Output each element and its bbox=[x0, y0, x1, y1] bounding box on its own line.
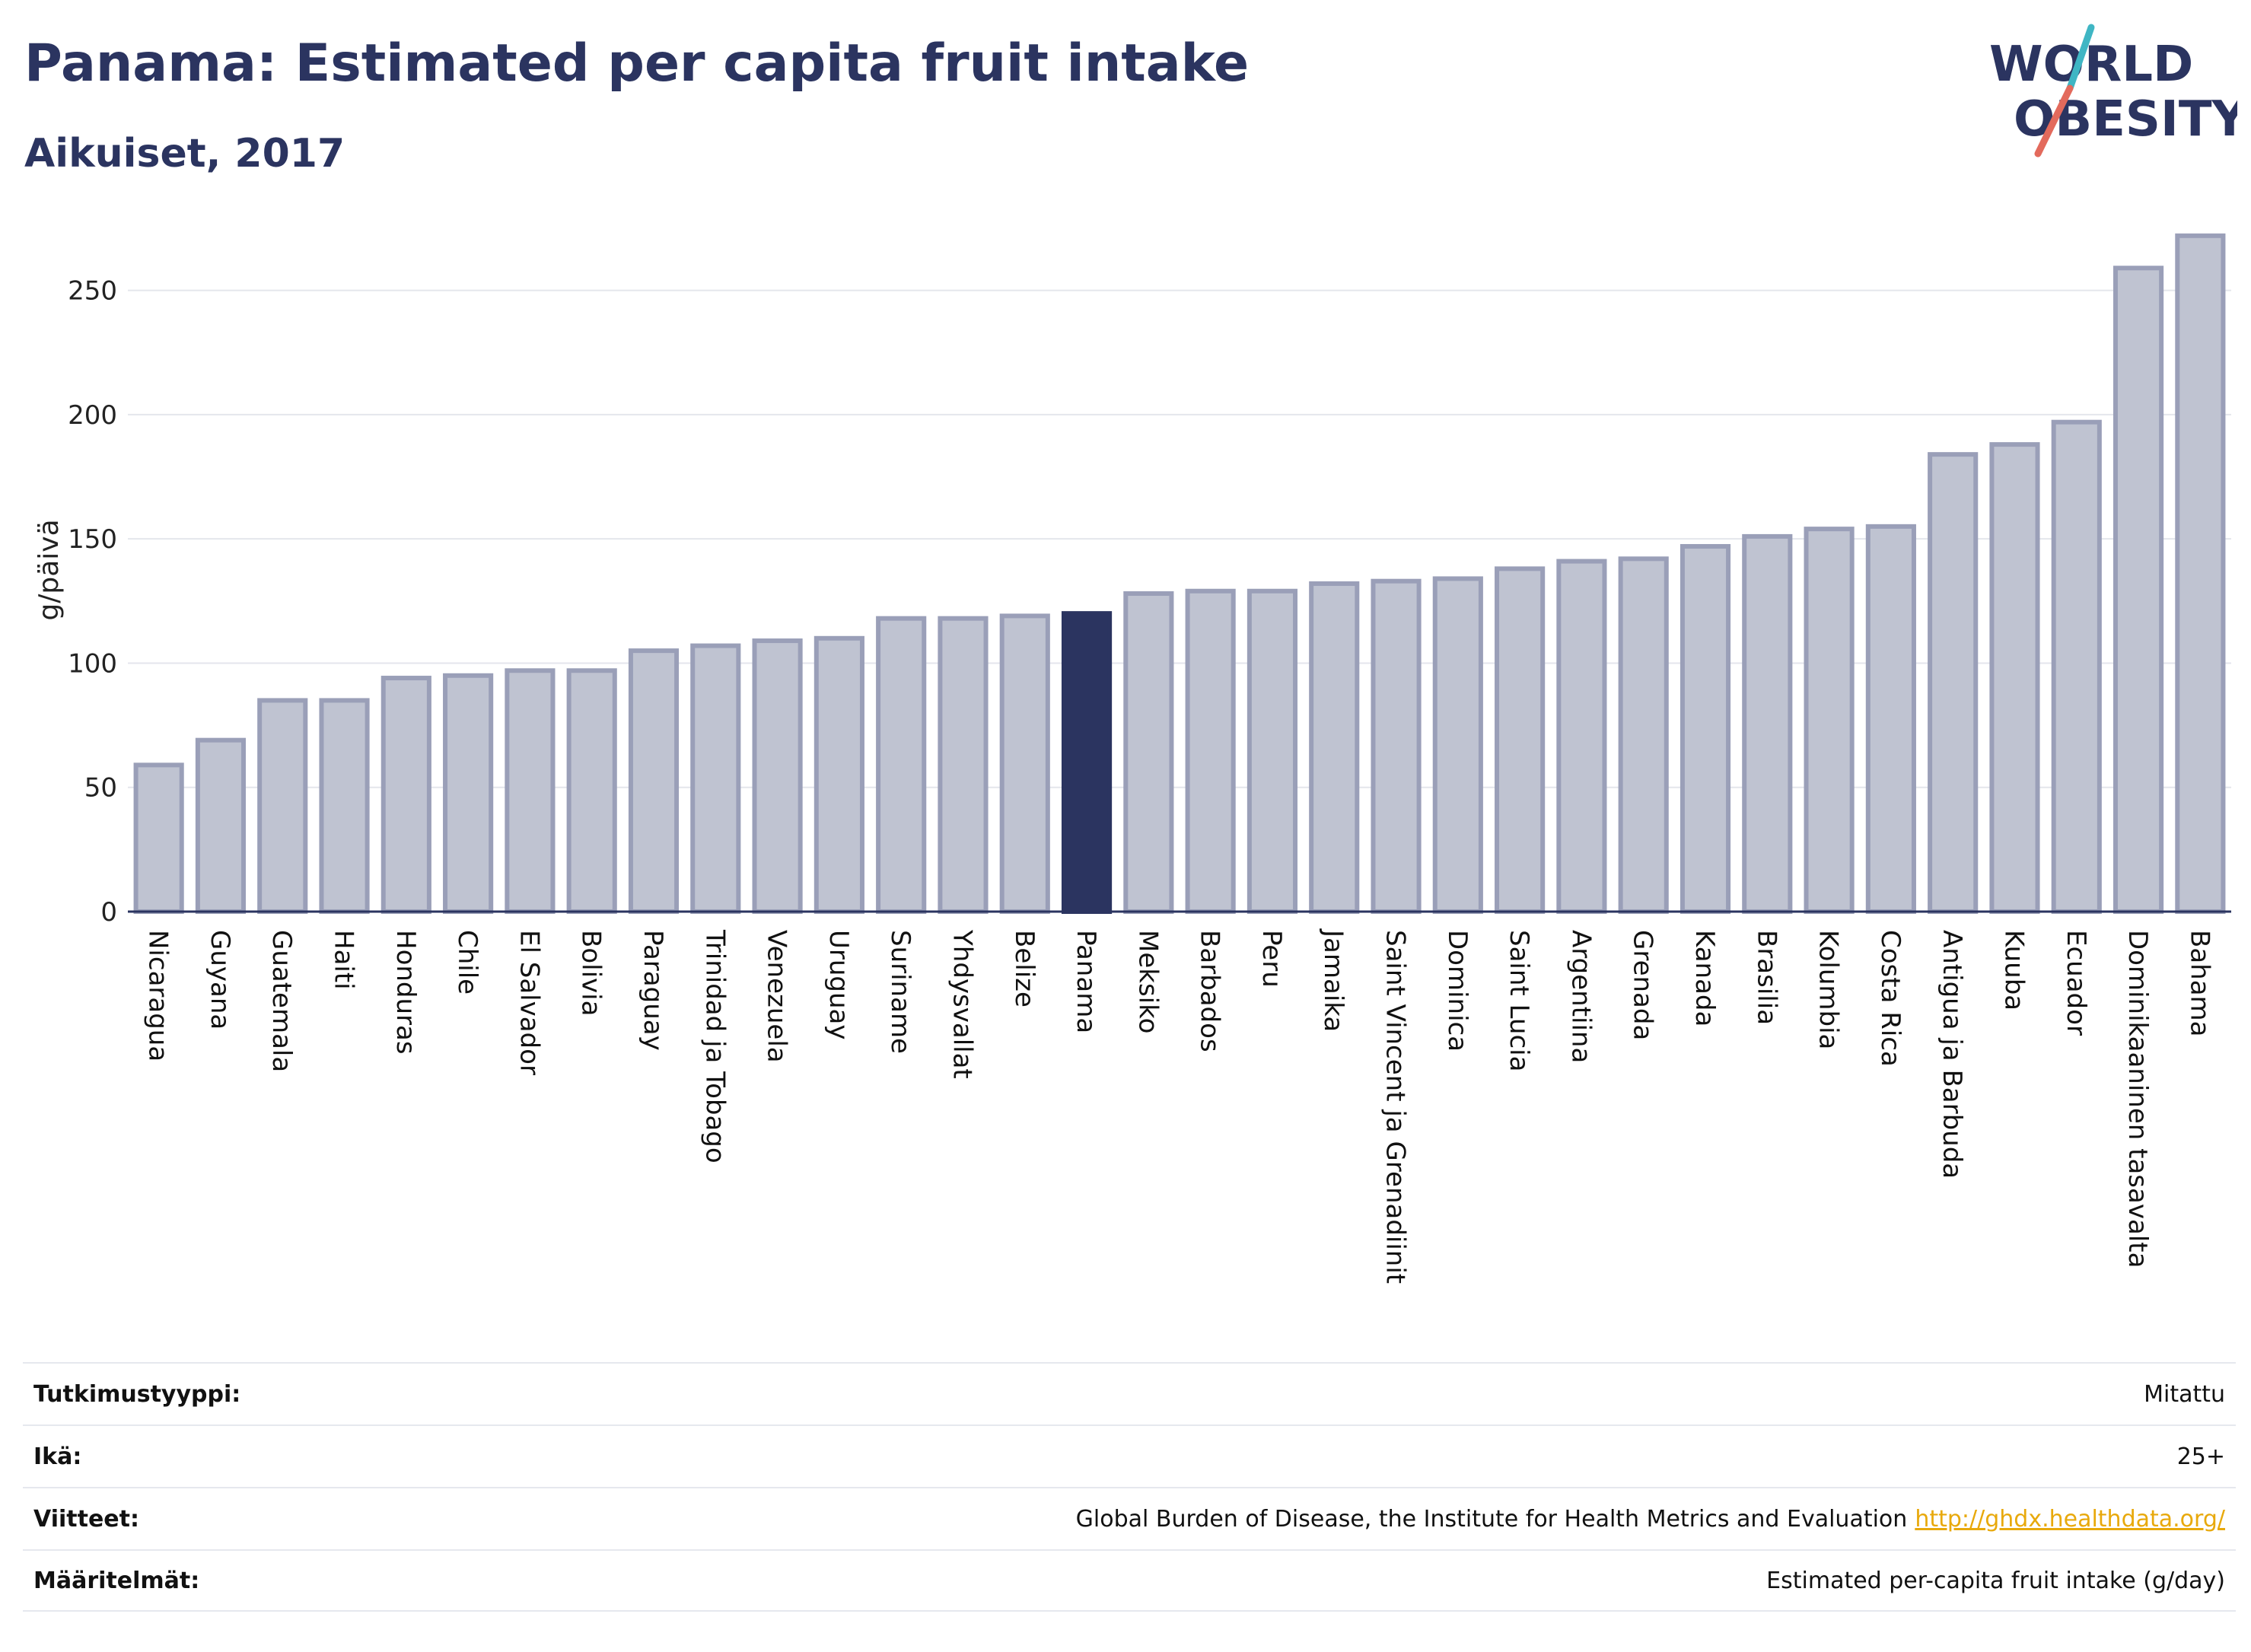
x-tick-label: Antigua ja Barbuda bbox=[1937, 930, 1967, 1179]
meta-row-references: Viitteet: Global Burden of Disease, the … bbox=[23, 1487, 2236, 1549]
reference-link[interactable]: http://ghdx.healthdata.org/ bbox=[1915, 1505, 2225, 1533]
x-tick-label: Kanada bbox=[1689, 930, 1720, 1027]
x-tick-label: Meksiko bbox=[1132, 930, 1163, 1033]
x-tick-label: Belize bbox=[1009, 930, 1040, 1007]
x-tick-label: Brasilia bbox=[1751, 930, 1781, 1025]
bar bbox=[999, 613, 1050, 914]
bar bbox=[1495, 566, 1546, 914]
meta-label: Ikä: bbox=[33, 1443, 82, 1470]
world-obesity-logo: WORLD OBESITY bbox=[1989, 24, 2237, 158]
bar bbox=[1928, 452, 1979, 914]
bar bbox=[2051, 419, 2102, 914]
x-tick-label: Grenada bbox=[1628, 930, 1658, 1040]
bar bbox=[2175, 233, 2226, 914]
bar bbox=[319, 698, 370, 914]
x-tick-label: Trinidad ja Tobago bbox=[699, 929, 730, 1163]
bar bbox=[876, 616, 927, 915]
x-tick-label: Venezuela bbox=[762, 930, 792, 1063]
bar bbox=[380, 676, 431, 915]
bar bbox=[1742, 533, 1793, 915]
meta-row-age: Ikä: 25+ bbox=[23, 1424, 2236, 1487]
x-tick-label: Bahama bbox=[2184, 930, 2214, 1037]
meta-value: Estimated per-capita fruit intake (g/day… bbox=[1766, 1567, 2225, 1594]
y-tick-label: 250 bbox=[68, 276, 117, 307]
x-tick-label: Uruguay bbox=[823, 930, 854, 1040]
page-subtitle: Aikuiset, 2017 bbox=[24, 131, 345, 177]
logo-slash-bottom bbox=[2034, 84, 2074, 158]
bar bbox=[1432, 576, 1483, 914]
bar bbox=[1804, 527, 1855, 914]
x-tick-label: Peru bbox=[1256, 930, 1287, 988]
bar bbox=[2113, 266, 2164, 915]
meta-label: Viitteet: bbox=[33, 1505, 139, 1533]
x-tick-label: Bolivia bbox=[576, 930, 607, 1016]
y-tick-label: 100 bbox=[68, 648, 117, 679]
y-tick-label: 50 bbox=[84, 773, 117, 804]
bar-chart: 0 50 100 150 200 250 g/päivä Nicaragua Guyana Gua… bbox=[33, 233, 2231, 1284]
y-tick-label: 150 bbox=[68, 524, 117, 555]
bar bbox=[1989, 442, 2040, 914]
bar bbox=[133, 762, 184, 915]
x-tick-label: Honduras bbox=[390, 930, 421, 1055]
bar bbox=[813, 635, 864, 914]
bar bbox=[1185, 588, 1236, 914]
logo-text-world: WORLD bbox=[1989, 37, 2193, 93]
bar bbox=[1246, 588, 1298, 914]
x-tick-label: El Salvador bbox=[514, 930, 544, 1075]
bar bbox=[257, 698, 308, 914]
logo-slash-top bbox=[2066, 24, 2095, 92]
x-tick-label: Saint Lucia bbox=[1504, 930, 1534, 1071]
bar bbox=[1371, 578, 1422, 914]
bar bbox=[1309, 581, 1360, 915]
x-tick-label: Yhdysvallat bbox=[947, 929, 977, 1079]
bar bbox=[1618, 556, 1669, 915]
bar bbox=[566, 668, 617, 914]
bar bbox=[938, 616, 989, 915]
x-tick-label: Argentiina bbox=[1565, 930, 1596, 1063]
x-tick-label: Kolumbia bbox=[1813, 930, 1844, 1049]
x-tick-label: Barbados bbox=[1195, 930, 1225, 1052]
meta-label: Määritelmät: bbox=[33, 1567, 200, 1594]
meta-value: Mitattu bbox=[2144, 1380, 2225, 1408]
bar bbox=[505, 668, 556, 914]
x-tick-label: Saint Vincent ja Grenadiinit bbox=[1380, 930, 1411, 1284]
x-tick-label: Paraguay bbox=[638, 930, 668, 1051]
meta-row-definitions: Määritelmät: Estimated per-capita fruit … bbox=[23, 1549, 2236, 1612]
x-tick-label: Chile bbox=[452, 930, 482, 995]
meta-value-wrap: Global Burden of Disease, the Institute … bbox=[1076, 1506, 2225, 1533]
meta-value: Global Burden of Disease, the Institute … bbox=[1075, 1505, 1908, 1533]
page-title: Panama: Estimated per capita fruit intak… bbox=[24, 33, 1250, 94]
metadata-table: Tutkimustyyppi: Mitattu Ikä: 25+ Viittee… bbox=[23, 1362, 2236, 1612]
x-tick-label: Ecuador bbox=[2061, 930, 2091, 1036]
x-tick-label: Haiti bbox=[329, 930, 359, 990]
meta-row-study-type: Tutkimustyyppi: Mitattu bbox=[23, 1362, 2236, 1424]
bar bbox=[443, 673, 494, 914]
bar bbox=[628, 648, 680, 914]
bar bbox=[1679, 543, 1731, 915]
bar bbox=[1061, 611, 1113, 914]
y-tick-label: 200 bbox=[68, 400, 117, 431]
meta-label: Tutkimustyyppi: bbox=[33, 1380, 241, 1408]
x-tick-label: Dominica bbox=[1442, 930, 1473, 1052]
x-tick-label: Kuuba bbox=[1998, 930, 2029, 1011]
bar bbox=[195, 737, 247, 915]
bar bbox=[1123, 591, 1174, 914]
x-tick-label: Panama bbox=[1071, 930, 1101, 1033]
x-tick-label: Costa Rica bbox=[1875, 930, 1906, 1067]
y-axis-label: g/päivä bbox=[33, 519, 65, 620]
bar bbox=[752, 638, 803, 914]
x-tick-label: Guatemala bbox=[266, 930, 297, 1072]
x-tick-label: Jamaika bbox=[1318, 928, 1348, 1032]
x-tick-label: Suriname bbox=[885, 930, 915, 1054]
bar bbox=[1556, 559, 1607, 914]
x-tick-label: Guyana bbox=[205, 930, 235, 1030]
meta-value: 25+ bbox=[2176, 1443, 2225, 1470]
x-tick-label: Dominikaaninen tasavalta bbox=[2122, 930, 2153, 1268]
bar bbox=[1865, 524, 1916, 914]
x-tick-label: Nicaragua bbox=[143, 930, 174, 1062]
bar bbox=[690, 643, 741, 914]
y-tick-label: 0 bbox=[100, 897, 117, 928]
